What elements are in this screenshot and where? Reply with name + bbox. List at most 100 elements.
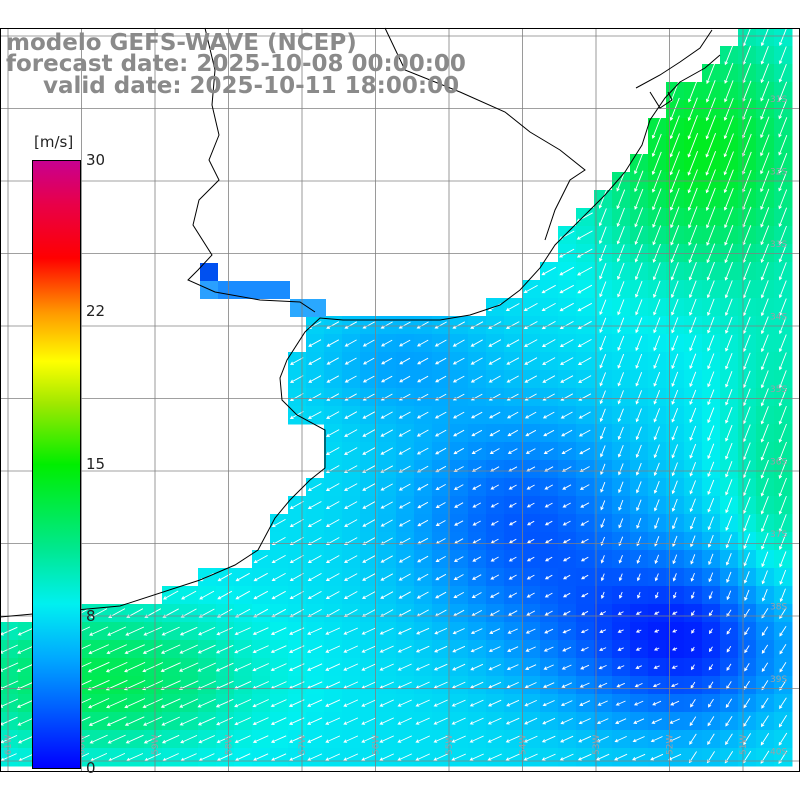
wind-arrow bbox=[778, 370, 787, 389]
wind-arrow bbox=[398, 591, 411, 599]
wind-arrow bbox=[760, 63, 770, 84]
wind-arrow bbox=[307, 645, 323, 653]
wind-arrow bbox=[760, 280, 769, 299]
wind-arrow bbox=[362, 501, 376, 509]
wind-arrow bbox=[742, 388, 751, 407]
wind-arrow bbox=[653, 299, 661, 316]
wind-arrow bbox=[343, 645, 358, 653]
wind-arrow bbox=[559, 248, 575, 258]
wind-arrow bbox=[523, 285, 538, 294]
wind-arrow bbox=[689, 480, 697, 495]
wind-arrow bbox=[433, 681, 448, 689]
wind-arrow bbox=[778, 532, 787, 551]
wind-arrow bbox=[451, 753, 466, 761]
wind-arrow bbox=[723, 187, 734, 211]
wind-arrow bbox=[326, 321, 340, 329]
wind-arrow bbox=[215, 644, 234, 654]
wind-arrow bbox=[561, 682, 572, 688]
lat-label: 31S bbox=[770, 95, 787, 105]
wind-arrow bbox=[725, 424, 733, 442]
wind-arrow bbox=[489, 592, 500, 598]
wind-arrow bbox=[289, 375, 304, 383]
wind-arrow bbox=[142, 662, 164, 673]
wind-arrow bbox=[778, 81, 788, 102]
wind-arrow bbox=[379, 627, 394, 635]
wind-arrow bbox=[689, 317, 697, 334]
wind-arrow bbox=[343, 609, 358, 617]
wind-arrow bbox=[399, 357, 411, 365]
wind-arrow bbox=[635, 353, 643, 369]
wind-arrow bbox=[434, 645, 448, 653]
wind-arrow bbox=[526, 520, 535, 526]
wind-arrow bbox=[542, 717, 556, 725]
wind-arrow bbox=[343, 447, 358, 455]
wind-arrow bbox=[670, 225, 680, 246]
wind-arrow bbox=[617, 335, 625, 352]
wind-arrow bbox=[216, 735, 233, 744]
wind-arrow bbox=[633, 700, 644, 706]
wind-arrow bbox=[689, 407, 697, 424]
wind-arrow bbox=[743, 515, 751, 532]
wind-arrow bbox=[307, 573, 322, 582]
wind-arrow bbox=[252, 717, 269, 726]
wind-arrow bbox=[560, 411, 573, 419]
wind-arrow bbox=[217, 590, 233, 600]
wind-arrow bbox=[451, 681, 466, 689]
wind-arrow bbox=[433, 717, 448, 725]
wind-arrow bbox=[636, 573, 641, 582]
wind-arrow bbox=[434, 357, 447, 365]
wind-arrow bbox=[417, 501, 429, 509]
wind-arrow bbox=[579, 682, 590, 688]
wind-arrow bbox=[106, 644, 127, 655]
wind-arrow bbox=[778, 99, 788, 120]
wind-arrow bbox=[271, 608, 287, 618]
wind-arrow bbox=[415, 717, 430, 725]
lon-label: 51W bbox=[739, 735, 749, 755]
wind-arrow bbox=[742, 298, 751, 317]
wind-arrow bbox=[379, 663, 394, 671]
wind-arrow bbox=[142, 680, 164, 691]
wind-arrow bbox=[362, 429, 376, 437]
wind-arrow bbox=[761, 589, 768, 602]
wind-arrow bbox=[761, 570, 768, 585]
wind-arrow bbox=[253, 590, 269, 600]
wind-arrow bbox=[599, 335, 607, 351]
wind-arrow bbox=[707, 425, 715, 442]
wind-arrow bbox=[600, 500, 606, 511]
wind-arrow bbox=[671, 498, 678, 512]
wind-arrow bbox=[618, 591, 623, 599]
wind-arrow bbox=[707, 534, 714, 548]
wind-arrow bbox=[416, 339, 429, 347]
wind-arrow bbox=[706, 62, 716, 85]
wind-arrow bbox=[469, 717, 484, 725]
wind-arrow bbox=[454, 502, 464, 508]
wind-arrow bbox=[617, 372, 625, 387]
wind-arrow bbox=[618, 499, 624, 511]
wind-arrow bbox=[580, 538, 589, 544]
wind-arrow bbox=[743, 680, 750, 690]
wind-arrow bbox=[725, 534, 732, 549]
wind-arrow bbox=[506, 339, 520, 347]
wind-arrow bbox=[179, 626, 198, 636]
lat-label: 40S bbox=[770, 748, 787, 758]
wind-arrow bbox=[379, 645, 394, 653]
wind-arrow bbox=[600, 573, 605, 582]
wind-arrow bbox=[723, 97, 734, 121]
wind-arrow bbox=[760, 152, 770, 175]
wind-arrow bbox=[561, 664, 572, 670]
wind-arrow bbox=[487, 753, 502, 761]
wind-arrow bbox=[380, 339, 393, 347]
wind-arrow bbox=[488, 663, 501, 671]
wind-arrow bbox=[526, 574, 535, 580]
lat-label: 32S bbox=[770, 168, 787, 178]
wind-arrow bbox=[160, 662, 181, 672]
wind-arrow bbox=[544, 610, 553, 616]
wind-arrow bbox=[636, 554, 642, 564]
wind-arrow bbox=[507, 628, 518, 634]
lon-label: 52W bbox=[666, 735, 676, 755]
wind-arrow bbox=[470, 321, 484, 329]
wind-arrow bbox=[380, 555, 393, 563]
wind-arrow bbox=[635, 444, 642, 458]
wind-arrow bbox=[779, 644, 787, 655]
wind-arrow bbox=[653, 408, 661, 423]
